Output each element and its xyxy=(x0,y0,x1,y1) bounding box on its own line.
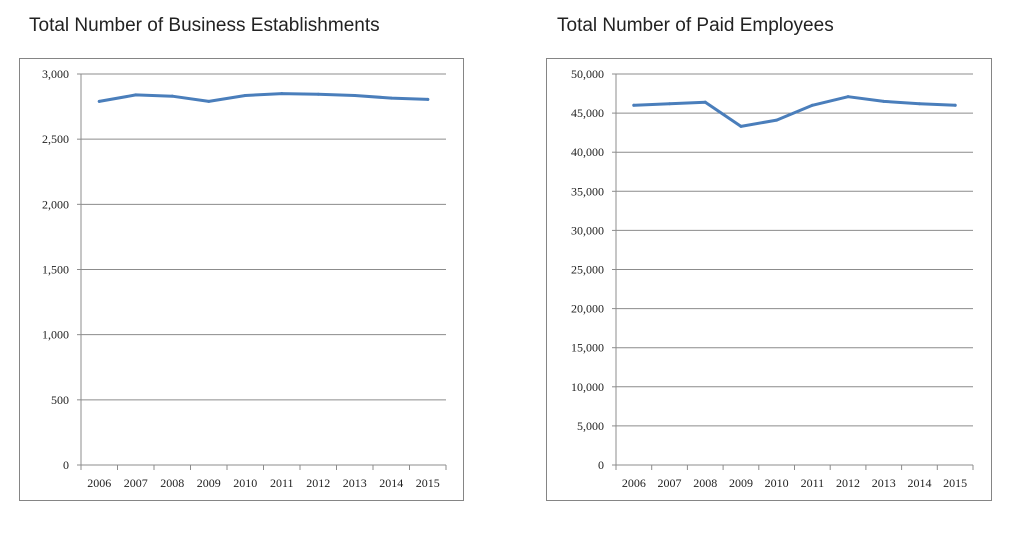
chart-title-employees: Total Number of Paid Employees xyxy=(557,15,834,36)
establishments-x-tick-label: 2009 xyxy=(197,476,221,490)
chart-title-establishments: Total Number of Business Establishments xyxy=(29,15,380,36)
establishments-data-point xyxy=(170,94,174,98)
employees-data-point xyxy=(668,102,672,106)
employees-x-tick-label: 2006 xyxy=(622,476,646,490)
employees-y-tick-label: 0 xyxy=(598,458,604,472)
establishments-data-point xyxy=(316,92,320,96)
employees-x-tick-label: 2007 xyxy=(658,476,682,490)
establishments-y-tick-label: 2,500 xyxy=(42,132,69,146)
employees-x-tick-label: 2008 xyxy=(693,476,717,490)
employees-x-tick-label: 2012 xyxy=(836,476,860,490)
establishments-series-line xyxy=(97,92,430,103)
employees-x-tick-label: 2010 xyxy=(765,476,789,490)
establishments-y-tick-label: 3,000 xyxy=(42,67,69,81)
chart-establishments-plot: 0 500 1,000 1,500 2,000 2,500 3,000 2006 2007 200… xyxy=(42,67,447,490)
establishments-x-tick-label: 2014 xyxy=(379,476,403,490)
establishments-data-point xyxy=(280,92,284,96)
employees-y-tick-label: 45,000 xyxy=(571,106,604,120)
employees-x-tick-label: 2014 xyxy=(907,476,931,490)
establishments-data-point xyxy=(353,94,357,98)
employees-data-point xyxy=(703,100,707,104)
establishments-x-tick-label: 2008 xyxy=(160,476,184,490)
establishments-x-tick-label: 2013 xyxy=(343,476,367,490)
establishments-x-tick-label: 2015 xyxy=(416,476,440,490)
chart-establishments: 0 500 1,000 1,500 2,000 2,500 3,000 2006 2007 200… xyxy=(19,58,464,501)
establishments-x-tick-label: 2007 xyxy=(124,476,148,490)
employees-x-tick-label: 2011 xyxy=(801,476,825,490)
employees-data-point xyxy=(917,102,921,106)
establishments-y-tick-label: 1,000 xyxy=(42,328,69,342)
employees-y-tick-label: 30,000 xyxy=(571,223,604,237)
employees-y-tick-label: 35,000 xyxy=(571,184,604,198)
employees-data-point xyxy=(846,95,850,99)
employees-x-tick-label: 2009 xyxy=(729,476,753,490)
employees-y-tick-label: 25,000 xyxy=(571,263,604,277)
employees-y-tick-label: 50,000 xyxy=(571,67,604,81)
employees-x-tick-label: 2015 xyxy=(943,476,967,490)
employees-y-tick-label: 20,000 xyxy=(571,302,604,316)
establishments-y-tick-label: 1,500 xyxy=(42,263,69,277)
employees-data-point xyxy=(882,99,886,103)
employees-y-tick-label: 5,000 xyxy=(577,419,604,433)
establishments-data-point xyxy=(243,94,247,98)
employees-x-tick-label: 2013 xyxy=(872,476,896,490)
establishments-x-tick-label: 2012 xyxy=(306,476,330,490)
employees-y-tick-label: 10,000 xyxy=(571,380,604,394)
employees-y-tick-label: 40,000 xyxy=(571,145,604,159)
establishments-data-point xyxy=(97,99,101,103)
employees-y-tick-label: 15,000 xyxy=(571,341,604,355)
chart-employees: 0 5,000 10,000 15,000 20,000 25,000 30,000 35,0… xyxy=(546,58,992,501)
establishments-y-tick-label: 2,000 xyxy=(42,197,69,211)
establishments-data-point xyxy=(426,97,430,101)
employees-data-point xyxy=(810,103,814,107)
employees-data-point xyxy=(739,124,743,128)
employees-data-point xyxy=(632,103,636,107)
establishments-data-point xyxy=(389,96,393,100)
establishments-x-tick-label: 2010 xyxy=(233,476,257,490)
employees-series-line xyxy=(632,95,957,128)
chart-employees-plot: 0 5,000 10,000 15,000 20,000 25,000 30,000 35,0… xyxy=(571,67,974,490)
establishments-y-tick-label: 0 xyxy=(63,458,69,472)
establishments-data-point xyxy=(207,99,211,103)
establishments-data-point xyxy=(134,93,138,97)
establishments-x-tick-label: 2006 xyxy=(87,476,111,490)
establishments-x-tick-label: 2011 xyxy=(270,476,294,490)
establishments-y-tick-label: 500 xyxy=(51,393,69,407)
employees-data-point xyxy=(953,103,957,107)
employees-data-point xyxy=(775,118,779,122)
